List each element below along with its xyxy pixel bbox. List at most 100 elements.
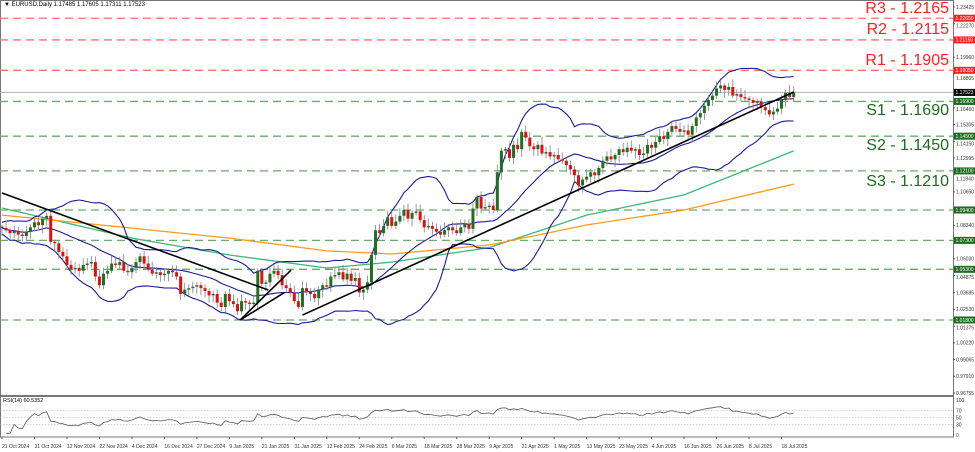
candle-body [288,288,292,293]
candle [211,290,215,303]
candle [438,225,442,239]
candle [73,261,77,274]
candle [767,102,771,118]
candle-body [540,144,544,154]
level-tag-6 [954,206,975,214]
candle-body [771,111,775,115]
level-tag-3 [954,97,975,105]
x-tick-label: 24 Feb 2025 [359,444,387,450]
candle-body [581,179,585,186]
candle-body [166,270,170,274]
candle [166,268,170,282]
candle [426,218,430,231]
candle [613,152,617,168]
candle [272,264,276,278]
candle-body [353,278,357,281]
candle-body [763,107,767,111]
candle-body [585,176,589,180]
candle [150,261,154,277]
candle-body [162,273,166,276]
candle-body [130,267,134,273]
candle-body [93,262,97,277]
candle [443,222,447,238]
candle [317,286,321,306]
candle-body [532,146,536,150]
level-tag-9 [954,316,975,324]
level-tag-text-7: 1.07300 [956,238,974,244]
candle-body [751,99,755,103]
candle [134,257,138,274]
candle-body [97,276,101,286]
candle-body [662,136,666,140]
candle-body [374,230,378,255]
candle [503,147,507,159]
level-tag-text-4: 1.14500 [956,134,974,140]
candle [329,271,333,293]
candle [508,142,511,162]
candle-body [560,159,564,161]
candle [187,284,191,296]
level-label-s2: S2 - 1.1450 [866,137,949,154]
candle [110,255,114,273]
candle [244,298,248,310]
candle-body [475,196,479,209]
candle [325,278,329,291]
candle-body [556,154,560,160]
candle-body [434,228,438,232]
candle-body [175,272,179,277]
candle [130,264,134,279]
candle [451,221,455,235]
y-tick-label: 0.97910 [956,374,974,380]
candle [154,266,158,279]
moving-average-line-1 [1,183,794,255]
candle-body [601,160,605,169]
candle-body [759,101,763,108]
candle [240,294,244,315]
candle-body [418,211,422,221]
candle [459,219,463,236]
candle-body [629,147,633,151]
current-price-tag [954,88,975,96]
candle [179,272,183,301]
candle [585,169,589,183]
candle [568,160,572,175]
candle [609,149,613,163]
candle-body [487,205,491,208]
candle-body [727,86,731,90]
candle [747,96,751,108]
candle-body [459,227,463,234]
candle [536,141,540,156]
candle [455,222,459,236]
candle-body [447,227,451,231]
candle-body [410,212,414,219]
candle [654,137,658,154]
candle [12,225,16,238]
x-tick-label: 4 Dec 2024 [132,444,158,450]
candle [374,225,378,260]
trendline-1 [239,269,292,321]
dropdown-triangle-icon[interactable]: ▼ [4,2,10,8]
candle [162,269,166,281]
candle [743,90,747,102]
candle-body [16,230,20,235]
candle-body [329,276,333,287]
candle [483,199,487,211]
candle-body [158,272,162,276]
candle-body [126,270,130,273]
candle-body [471,208,475,229]
candle [422,215,426,233]
level-label-r2: R2 - 1.2115 [866,21,949,38]
candle [118,256,122,270]
candle-body [240,301,244,312]
candle [203,284,207,298]
candle-body [637,149,641,155]
candle [146,255,150,272]
candle [601,156,605,174]
candle-body [617,149,621,155]
candle-body [154,272,158,274]
candle-body [313,293,317,299]
candle [321,282,325,298]
candle [560,152,564,164]
candle [520,129,524,157]
